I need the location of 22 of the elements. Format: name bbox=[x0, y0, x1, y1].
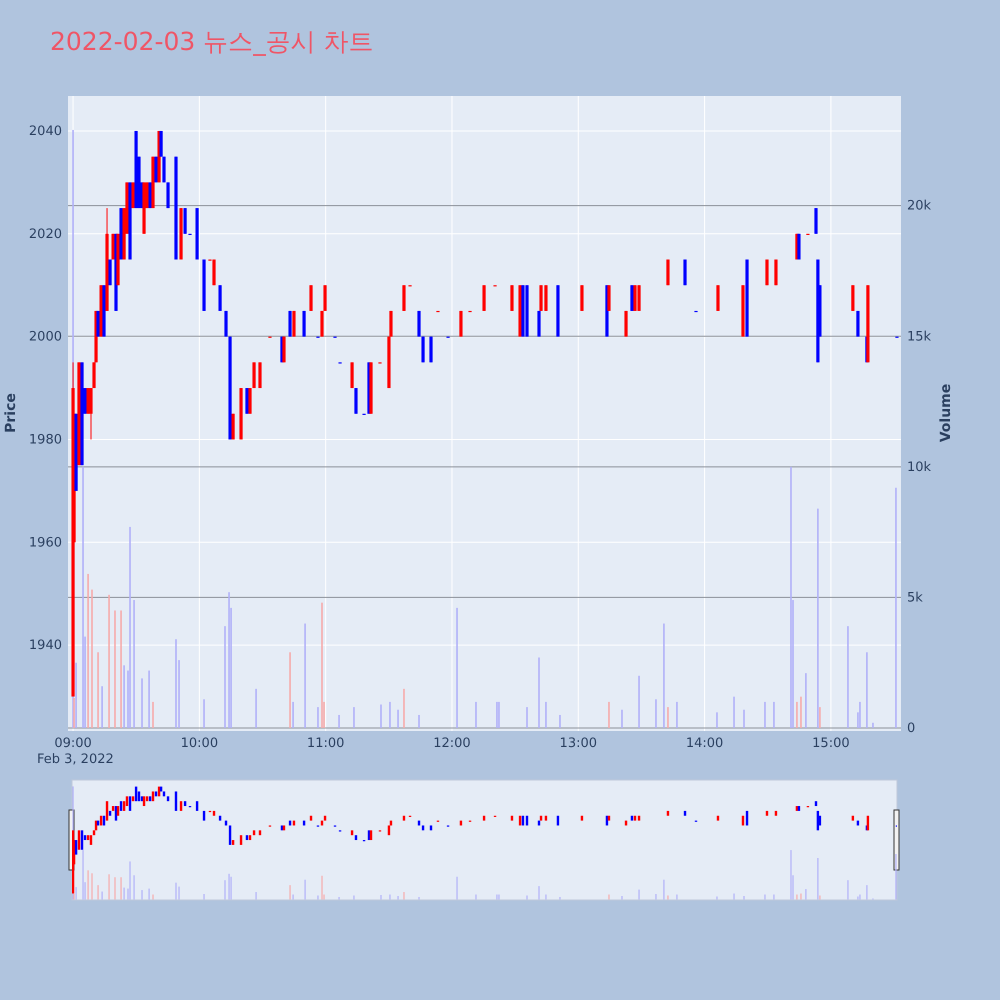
y-tick-label: 1960 bbox=[28, 535, 62, 550]
x-tick-label: 12:00 bbox=[433, 736, 471, 751]
y-tick-label: 2000 bbox=[28, 330, 62, 345]
x-tick-label: 09:00 bbox=[54, 736, 92, 751]
y2-tick-label: 10k bbox=[907, 460, 932, 475]
y2-tick-label: 5k bbox=[907, 590, 924, 606]
y2-tick-label: 20k bbox=[907, 198, 932, 214]
text: Feb 3, 2022 bbox=[37, 752, 114, 767]
y2-tick-label: 0 bbox=[907, 720, 916, 736]
y-tick-label: 2040 bbox=[28, 124, 62, 139]
x-tick-label: 14:00 bbox=[686, 736, 724, 751]
y-tick-label: 1940 bbox=[28, 638, 62, 654]
x-tick-label: 11:00 bbox=[306, 736, 344, 751]
chart-title: 2022-02-03 뉴스_공시 차트 bbox=[50, 27, 374, 56]
y-tick-label: 2020 bbox=[28, 226, 62, 242]
x-tick-label: 15:00 bbox=[812, 736, 850, 751]
y2-axis-title: Volume bbox=[938, 384, 954, 442]
y2-tick-label: 15k bbox=[907, 329, 932, 344]
x-tick-label: 13:00 bbox=[560, 736, 598, 751]
y-tick-label: 1980 bbox=[28, 432, 62, 448]
x-tick-label: 10:00 bbox=[180, 736, 218, 751]
y-axis-title: Price bbox=[3, 393, 19, 433]
